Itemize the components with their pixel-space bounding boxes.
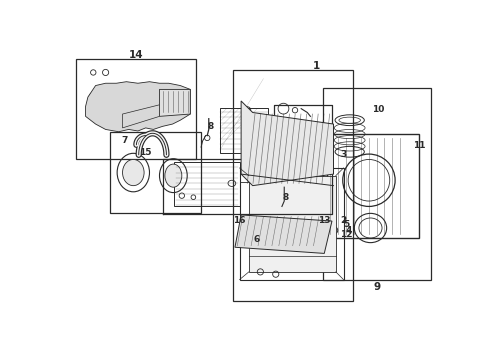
Text: 15: 15: [139, 148, 152, 157]
Text: 7: 7: [121, 136, 127, 145]
Bar: [174, 162, 240, 206]
Text: 13: 13: [318, 216, 331, 225]
Bar: [233, 70, 353, 301]
Text: 8: 8: [283, 193, 289, 202]
Bar: [76, 59, 196, 159]
Text: 6: 6: [253, 235, 260, 244]
Text: 1: 1: [313, 61, 320, 71]
Text: 14: 14: [129, 50, 143, 60]
Text: 8: 8: [207, 122, 214, 131]
Text: 3: 3: [341, 150, 346, 159]
Text: 9: 9: [373, 282, 380, 292]
Ellipse shape: [165, 164, 182, 187]
Text: 10: 10: [372, 105, 384, 114]
Bar: [249, 176, 336, 272]
Text: 16: 16: [233, 216, 246, 225]
Bar: [240, 168, 253, 182]
Text: 5: 5: [343, 220, 350, 229]
Polygon shape: [241, 101, 334, 186]
Bar: [220, 108, 268, 153]
Bar: [327, 134, 419, 238]
Polygon shape: [86, 82, 190, 132]
Text: 2: 2: [341, 216, 346, 225]
Polygon shape: [159, 89, 190, 116]
Bar: [110, 132, 201, 213]
Ellipse shape: [88, 93, 98, 114]
Ellipse shape: [122, 159, 144, 186]
Text: 11: 11: [413, 141, 425, 150]
Text: 12: 12: [340, 230, 352, 239]
Polygon shape: [235, 215, 332, 253]
Text: 4: 4: [346, 226, 352, 235]
Bar: [240, 168, 343, 280]
Bar: [323, 88, 431, 280]
Polygon shape: [122, 105, 159, 128]
